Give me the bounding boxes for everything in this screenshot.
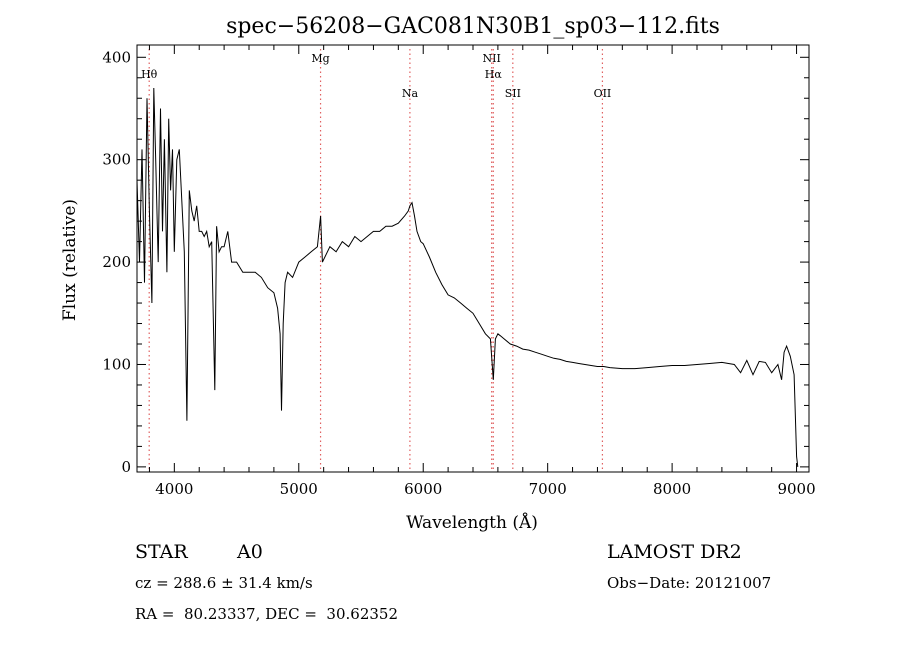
survey-name: LAMOST DR2	[607, 541, 742, 563]
y-tick-label: 200	[102, 253, 131, 271]
axis-ticks: 4000 5000 6000 7000 8000 9000 0 100 200 300 400	[102, 45, 816, 498]
line-marker-label: NII	[483, 52, 501, 65]
y-tick-label: 0	[121, 458, 131, 476]
y-tick-label: 400	[102, 48, 131, 66]
observation-date: Obs−Date: 20121007	[607, 574, 772, 592]
sky-coordinates: RA = 80.23337, DEC = 30.62352	[135, 605, 399, 623]
x-tick-label: 8000	[653, 480, 691, 498]
plot-frame	[136, 44, 810, 473]
x-tick-label: 9000	[777, 480, 815, 498]
chart-title: spec−56208−GAC081N30B1_sp03−112.fits	[226, 14, 720, 39]
x-tick-label: 5000	[280, 480, 318, 498]
x-tick-label: 4000	[155, 480, 193, 498]
object-class: STAR	[135, 541, 188, 563]
line-marker-label: OII	[594, 87, 612, 100]
line-marker-label: Mg	[311, 52, 329, 65]
redshift-velocity: cz = 288.6 ± 31.4 km/s	[135, 574, 313, 592]
x-axis-label: Wavelength (Å)	[406, 512, 538, 533]
x-tick-label: 7000	[529, 480, 567, 498]
line-marker-label: Hθ	[141, 68, 158, 81]
x-tick-label: 6000	[404, 480, 442, 498]
y-tick-label: 100	[102, 355, 131, 373]
line-marker-label: Hα	[485, 68, 503, 81]
spectrum-line	[136, 87, 799, 467]
line-marker-label: SII	[505, 87, 521, 100]
y-tick-label: 300	[102, 151, 131, 169]
spectral-subclass: A0	[237, 541, 263, 563]
y-axis-label: Flux (relative)	[60, 199, 80, 321]
line-marker-label: Na	[402, 87, 419, 100]
